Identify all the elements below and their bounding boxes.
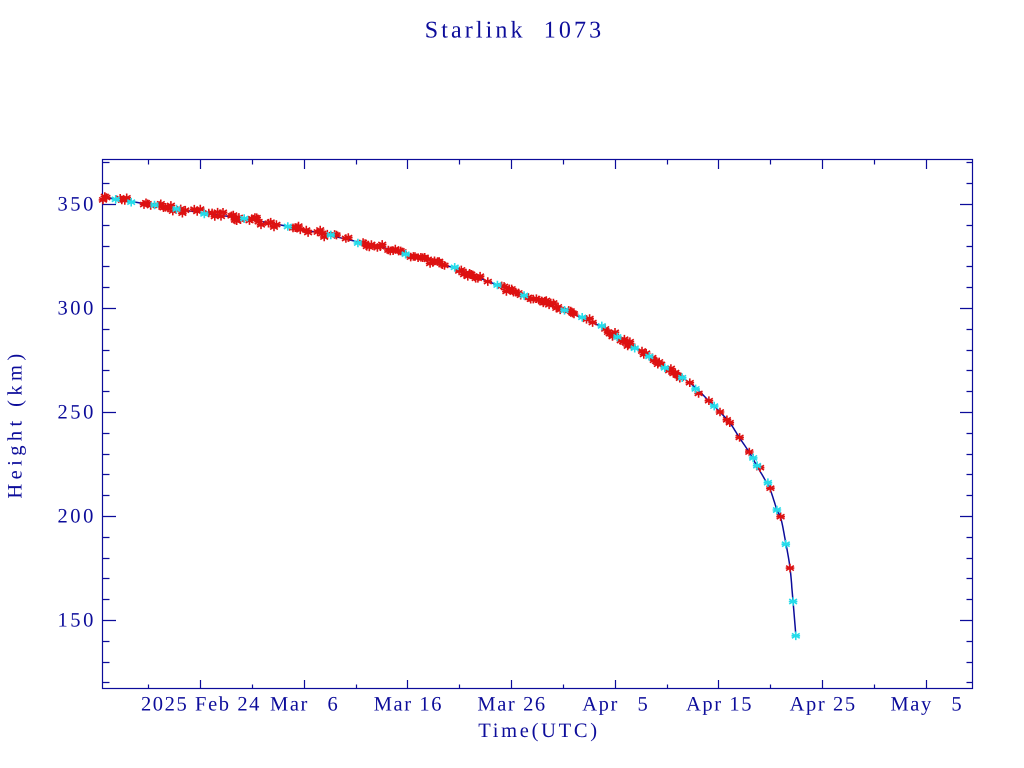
svg-text:Height (km): Height (km)	[5, 349, 27, 498]
svg-text:May 5: May 5	[890, 694, 963, 716]
svg-text:Mar 6: Mar 6	[270, 694, 339, 716]
svg-text:Mar 16: Mar 16	[374, 694, 443, 716]
svg-text:250: 250	[57, 402, 96, 424]
svg-text:200: 200	[57, 506, 96, 528]
svg-text:Apr 25: Apr 25	[790, 694, 857, 716]
svg-text:2025 Feb 24: 2025 Feb 24	[141, 694, 261, 716]
svg-text:Starlink 1073: Starlink 1073	[425, 18, 604, 44]
svg-text:350: 350	[57, 194, 96, 216]
svg-text:150: 150	[57, 610, 96, 632]
svg-text:Mar 26: Mar 26	[477, 694, 546, 716]
svg-text:Apr 15: Apr 15	[686, 694, 753, 716]
svg-text:Time(UTC): Time(UTC)	[478, 720, 600, 742]
svg-text:Apr 5: Apr 5	[582, 694, 649, 716]
svg-text:300: 300	[57, 298, 96, 320]
